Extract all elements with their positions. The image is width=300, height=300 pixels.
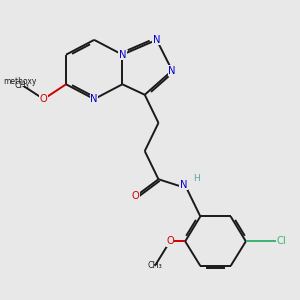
Text: O: O	[166, 236, 174, 246]
Text: CH₃: CH₃	[148, 261, 162, 270]
Text: O: O	[40, 94, 47, 104]
Text: CH₃: CH₃	[15, 80, 29, 89]
Text: N: N	[153, 35, 160, 45]
Text: Cl: Cl	[277, 236, 286, 246]
Text: O: O	[132, 191, 140, 201]
Text: N: N	[180, 180, 188, 190]
Text: N: N	[168, 66, 176, 76]
Text: N: N	[118, 50, 126, 60]
Text: methoxy: methoxy	[4, 77, 37, 86]
Text: H: H	[193, 174, 200, 183]
Text: N: N	[90, 94, 98, 104]
